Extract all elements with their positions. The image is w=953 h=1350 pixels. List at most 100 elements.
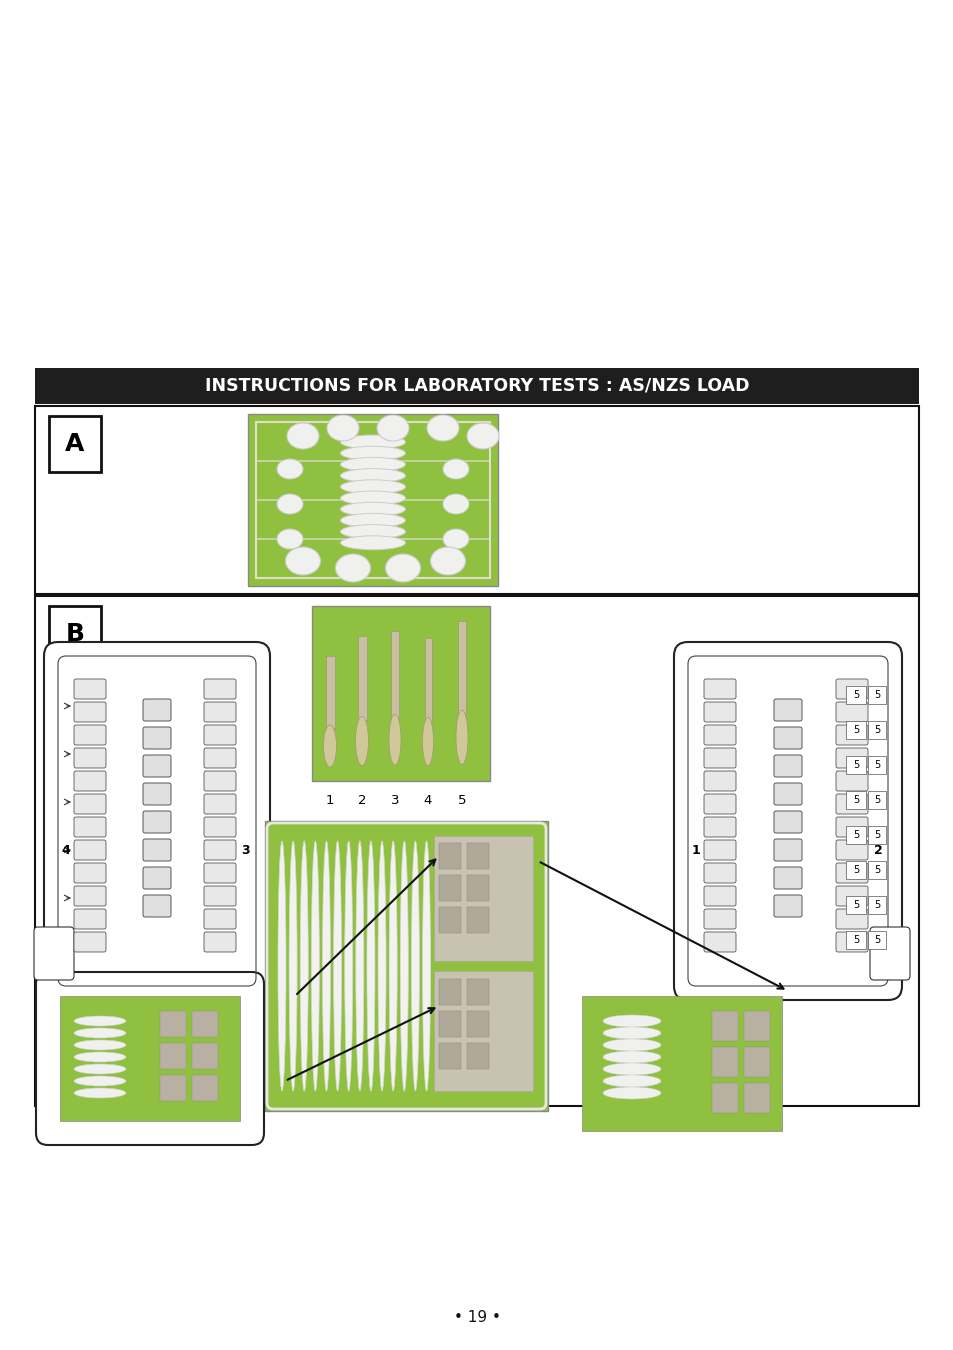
Text: 5: 5 [457,794,466,807]
Bar [457,621,465,714]
Ellipse shape [602,1015,660,1027]
FancyBboxPatch shape [773,728,801,749]
Ellipse shape [276,459,303,479]
Bar [845,791,865,809]
FancyBboxPatch shape [44,643,270,1000]
Bar [326,656,335,728]
FancyBboxPatch shape [143,838,171,861]
Bar [467,1044,489,1069]
Bar [248,414,497,586]
Bar [467,907,489,933]
Bar [438,1044,460,1069]
FancyBboxPatch shape [703,931,735,952]
Bar [35,369,918,404]
Bar [192,1011,218,1037]
Text: 1: 1 [691,845,700,857]
Bar [581,996,781,1131]
FancyBboxPatch shape [703,886,735,906]
Text: 5: 5 [852,690,859,701]
Ellipse shape [602,1062,660,1075]
FancyBboxPatch shape [703,817,735,837]
Text: 1: 1 [325,794,334,807]
FancyBboxPatch shape [204,725,235,745]
Bar [711,1083,738,1112]
FancyBboxPatch shape [204,909,235,929]
Bar [391,630,398,718]
FancyBboxPatch shape [143,811,171,833]
Bar [438,1011,460,1037]
Ellipse shape [74,1040,126,1050]
Ellipse shape [300,841,308,1091]
FancyBboxPatch shape [703,840,735,860]
Ellipse shape [276,529,303,549]
Ellipse shape [385,554,420,582]
FancyBboxPatch shape [835,679,867,699]
Text: INSTRUCTIONS FOR LABORATORY TESTS : AS/NZS LOAD: INSTRUCTIONS FOR LABORATORY TESTS : AS/N… [205,377,748,396]
FancyBboxPatch shape [74,794,106,814]
FancyBboxPatch shape [703,863,735,883]
Bar [845,861,865,879]
FancyBboxPatch shape [835,748,867,768]
Ellipse shape [602,1027,660,1040]
FancyBboxPatch shape [204,863,235,883]
FancyBboxPatch shape [74,748,106,768]
Bar [265,821,547,1111]
Text: B: B [66,622,85,647]
Ellipse shape [456,710,468,764]
Bar [160,1011,186,1037]
Bar [743,1011,769,1041]
FancyBboxPatch shape [703,748,735,768]
Bar [867,861,885,879]
Ellipse shape [340,525,405,539]
Bar [49,416,101,472]
FancyBboxPatch shape [773,867,801,890]
Ellipse shape [289,841,296,1091]
Ellipse shape [377,841,386,1091]
Ellipse shape [340,491,405,505]
FancyBboxPatch shape [204,748,235,768]
FancyBboxPatch shape [204,931,235,952]
FancyBboxPatch shape [204,794,235,814]
Bar [845,826,865,844]
FancyBboxPatch shape [74,886,106,906]
Ellipse shape [74,1088,126,1098]
Text: 5: 5 [873,760,880,770]
FancyBboxPatch shape [74,702,106,722]
Bar [867,791,885,809]
Ellipse shape [400,841,408,1091]
Text: A: A [65,432,85,456]
Text: 5: 5 [852,795,859,805]
FancyBboxPatch shape [773,895,801,917]
Text: 4: 4 [423,794,432,807]
Bar [867,931,885,949]
Ellipse shape [430,547,465,575]
Ellipse shape [389,841,396,1091]
FancyBboxPatch shape [74,909,106,929]
Text: 3: 3 [391,794,399,807]
FancyBboxPatch shape [773,838,801,861]
Bar [867,826,885,844]
Bar [434,836,533,961]
Ellipse shape [74,1064,126,1075]
Bar [255,423,490,578]
Text: 5: 5 [873,936,880,945]
FancyBboxPatch shape [703,794,735,814]
Text: 5: 5 [852,760,859,770]
FancyBboxPatch shape [835,863,867,883]
FancyBboxPatch shape [773,755,801,778]
Bar [845,756,865,774]
FancyBboxPatch shape [703,771,735,791]
FancyBboxPatch shape [835,840,867,860]
FancyBboxPatch shape [835,725,867,745]
Bar [867,686,885,703]
Bar [192,1044,218,1069]
FancyBboxPatch shape [36,972,264,1145]
Ellipse shape [340,513,405,528]
Ellipse shape [340,458,405,471]
FancyBboxPatch shape [74,771,106,791]
Ellipse shape [285,547,320,575]
FancyBboxPatch shape [835,702,867,722]
FancyBboxPatch shape [869,927,909,980]
Ellipse shape [327,414,358,441]
Bar [434,971,533,1091]
